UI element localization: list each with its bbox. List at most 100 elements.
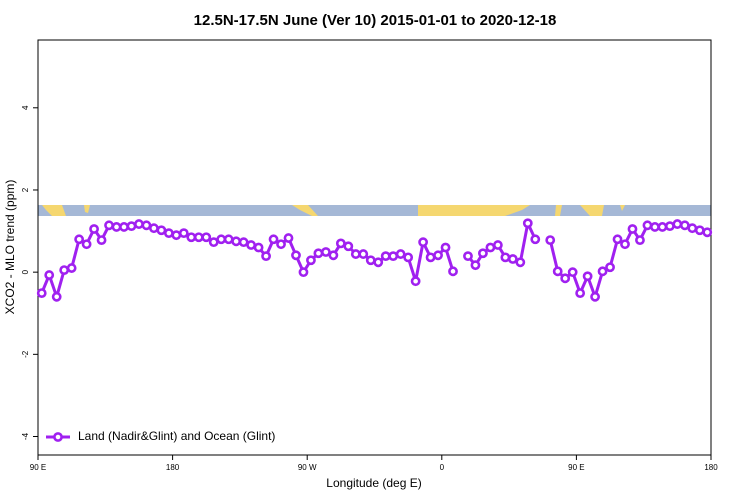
data-point — [178, 228, 189, 239]
data-point — [320, 247, 331, 257]
data-point — [635, 235, 645, 246]
data-point — [380, 251, 391, 262]
data-point — [590, 291, 600, 302]
y-tick-label: -4 — [21, 432, 30, 440]
data-point — [201, 232, 212, 243]
data-point — [403, 252, 414, 263]
data-point — [492, 240, 503, 250]
data-point — [134, 219, 144, 229]
legend-label: Land (Nadir&Glint) and Ocean (Glint) — [78, 429, 275, 443]
data-point — [216, 234, 227, 245]
data-point — [156, 225, 167, 236]
data-point — [298, 267, 309, 278]
data-point — [238, 237, 249, 248]
plot-frame — [37, 39, 712, 456]
data-point — [552, 266, 563, 277]
data-point — [597, 266, 608, 277]
y-tick-label: 4 — [21, 105, 30, 110]
data-point — [395, 249, 406, 259]
data-point — [694, 225, 705, 236]
y-axis-label: XCO2 - MLO trend (ppm) — [3, 180, 17, 315]
data-point — [246, 240, 257, 250]
x-tick-label: 90 E — [568, 463, 584, 472]
x-tick-label: 180 — [704, 463, 718, 472]
data-point — [440, 242, 451, 253]
data-point — [463, 251, 473, 262]
data-point — [605, 262, 615, 273]
data-point — [582, 271, 593, 282]
data-point — [485, 242, 496, 253]
data-point — [111, 222, 122, 232]
data-point — [163, 228, 174, 239]
data-point — [478, 248, 488, 259]
data-point — [433, 250, 443, 261]
data-point — [575, 288, 586, 299]
data-point — [51, 291, 62, 302]
x-axis-label: Longitude (deg E) — [326, 476, 421, 490]
data-point — [500, 252, 511, 263]
data-point — [261, 251, 271, 262]
legend-marker — [53, 432, 63, 442]
data-point — [44, 270, 55, 280]
data-point — [193, 232, 204, 243]
data-point — [448, 266, 458, 277]
data-point — [74, 234, 85, 245]
data-point — [149, 223, 159, 234]
data-point — [89, 224, 99, 234]
data-point — [388, 251, 399, 262]
data-point — [679, 220, 690, 231]
map-strip — [38, 205, 711, 216]
data-point — [96, 235, 107, 246]
x-tick-label: 0 — [440, 463, 445, 472]
data-point — [672, 219, 683, 229]
data-point — [515, 257, 526, 268]
data-point — [141, 220, 152, 231]
data-point — [560, 273, 571, 284]
data-point — [612, 234, 623, 245]
data-point — [350, 249, 361, 259]
data-point — [418, 237, 429, 248]
data-point — [59, 265, 70, 275]
data-point — [567, 267, 578, 278]
data-point — [410, 276, 421, 287]
data-point — [313, 248, 324, 259]
data-point — [664, 221, 675, 232]
data-point — [507, 254, 518, 264]
data-point — [470, 260, 481, 271]
data-point — [126, 221, 137, 232]
data-point — [642, 220, 653, 231]
data-point — [36, 288, 47, 299]
x-tick-label: 90 E — [30, 463, 46, 472]
data-point — [253, 242, 264, 253]
data-point — [223, 234, 234, 245]
x-tick-label: 180 — [166, 463, 180, 472]
data-point — [702, 227, 713, 238]
data-point — [268, 234, 279, 245]
data-point — [620, 239, 630, 250]
data-point — [373, 257, 384, 268]
data-point — [358, 249, 369, 259]
data-point — [104, 220, 114, 231]
data-point — [291, 250, 301, 261]
data-point — [328, 250, 339, 261]
data-point — [343, 241, 354, 252]
data-point — [276, 239, 286, 250]
data-point — [627, 224, 638, 234]
y-tick-label: -2 — [21, 350, 30, 358]
data-point — [306, 255, 316, 266]
data-point — [171, 230, 182, 241]
data-point — [365, 255, 376, 266]
data-point — [186, 232, 197, 243]
data-point — [522, 218, 533, 229]
data-point — [657, 222, 668, 232]
data-point — [208, 237, 219, 248]
data-point — [81, 239, 92, 250]
data-point — [119, 222, 129, 232]
data-point — [335, 238, 346, 249]
data-point — [650, 222, 660, 232]
data-point — [231, 236, 242, 247]
x-tick-label: 90 W — [298, 463, 317, 472]
data-point — [545, 235, 556, 246]
data-point — [530, 234, 541, 245]
data-point — [425, 252, 436, 263]
